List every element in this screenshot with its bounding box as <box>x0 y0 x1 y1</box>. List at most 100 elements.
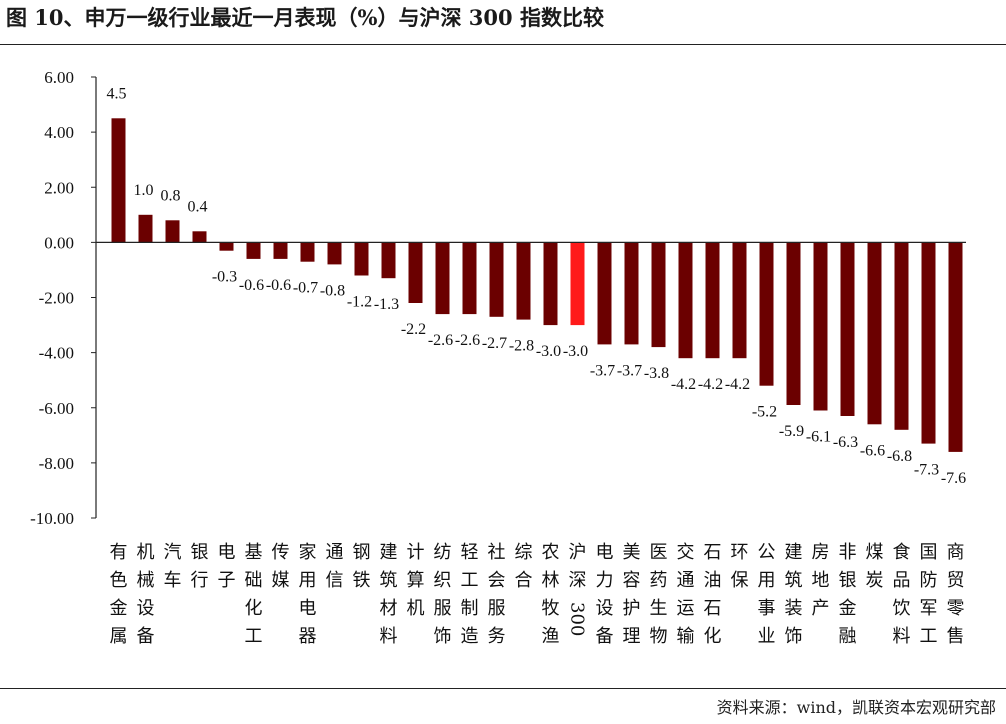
category-label-char: 筑 <box>380 570 398 591</box>
category-label-char: 铁 <box>353 570 371 591</box>
category-label-char: 售 <box>947 626 965 647</box>
category-label-char: 保 <box>731 570 749 591</box>
category-label: 计算机 <box>407 542 425 619</box>
category-label: 通信 <box>326 542 344 591</box>
bar <box>327 242 342 265</box>
data-label: -3.8 <box>644 365 669 382</box>
category-label-char: 础 <box>245 570 263 591</box>
category-label-char: 筑 <box>785 570 803 591</box>
bar <box>840 242 855 416</box>
category-label: 银行 <box>191 542 209 591</box>
data-label: -6.3 <box>833 434 858 451</box>
category-label-char: 设 <box>137 598 155 619</box>
category-label-char: 化 <box>245 598 263 619</box>
bar <box>678 242 693 359</box>
data-label: -3.7 <box>617 362 642 379</box>
category-label: 综合 <box>515 542 533 591</box>
bar <box>381 242 396 279</box>
category-label: 沪深 300 <box>567 542 588 636</box>
y-tick-label: -4.00 <box>39 344 74 363</box>
category-label-char: 轻 <box>461 542 479 563</box>
category-label-char: 器 <box>299 626 317 647</box>
category-label-char: 造 <box>461 626 479 647</box>
category-label-char: 医 <box>650 542 668 563</box>
category-label-char: 工 <box>245 626 263 647</box>
data-label: -4.2 <box>698 376 723 393</box>
category-label-char: 合 <box>515 570 533 591</box>
category-label-char: 化 <box>704 626 722 647</box>
category-label-char: 行 <box>191 570 209 591</box>
data-label: -1.3 <box>374 296 399 313</box>
category-label-char: 金 <box>839 598 857 619</box>
category-label-char: 家 <box>299 542 317 563</box>
y-tick-label: -10.00 <box>30 509 74 528</box>
category-label-char: 银 <box>839 570 857 591</box>
data-label: -4.2 <box>671 376 696 393</box>
category-label-char: 生 <box>650 598 668 619</box>
category-label-char: 牧 <box>542 598 560 619</box>
category-label-char: 农 <box>542 542 560 563</box>
bar <box>786 242 801 405</box>
data-label: -5.9 <box>779 423 804 440</box>
bar <box>165 220 180 243</box>
category-label-char: 信 <box>326 570 344 591</box>
data-label: -3.0 <box>563 343 588 360</box>
data-label: 1.0 <box>134 182 154 199</box>
data-label: -4.2 <box>725 376 750 393</box>
y-tick-label: -2.00 <box>39 289 74 308</box>
data-label: -3.0 <box>536 343 561 360</box>
category-label-char: 有 <box>110 542 128 563</box>
category-label-char: 机 <box>137 542 155 563</box>
category-label-char: 通 <box>326 542 344 563</box>
bar <box>300 242 315 262</box>
category-label: 钢铁 <box>353 542 371 591</box>
category-label-char: 工 <box>461 570 479 591</box>
category-labels: 有色金属机械设备汽车银行电子基础化工传媒家用电器通信钢铁建筑材料计算机纺织服饰轻… <box>110 542 965 647</box>
bar <box>921 242 936 444</box>
bar <box>489 242 504 317</box>
category-label-char: 沪 <box>569 542 587 563</box>
y-axis: 6.00 4.00 2.00 0.00 -2.00 -4.00 -6.00 -8.00 -10.… <box>30 68 97 528</box>
data-label: -2.7 <box>482 335 507 352</box>
category-label-char: 饮 <box>893 598 911 619</box>
category-label-char: 金 <box>110 598 128 619</box>
data-label: -6.8 <box>887 448 912 465</box>
bar <box>624 242 639 345</box>
category-label: 传媒 <box>272 542 290 591</box>
category-label-char: 军 <box>920 598 938 619</box>
category-label-char: 服 <box>434 598 452 619</box>
category-label-char: 材 <box>380 598 398 619</box>
bar <box>948 242 963 452</box>
category-label-char: 建 <box>380 542 398 563</box>
category-label-char: 业 <box>758 626 776 647</box>
y-tick-label: 4.00 <box>44 123 74 142</box>
data-label: -3.7 <box>590 362 615 379</box>
y-tick-label: 0.00 <box>44 233 74 252</box>
bar <box>246 242 261 259</box>
category-label-char: 汽 <box>164 542 182 563</box>
data-label: -1.2 <box>347 294 372 311</box>
category-label-char: 深 <box>569 570 587 591</box>
category-label-char: 容 <box>623 570 641 591</box>
data-label: 0.4 <box>188 198 208 215</box>
data-label: -0.3 <box>212 269 237 286</box>
data-label: 0.8 <box>161 187 181 204</box>
category-label-char: 媒 <box>272 570 290 591</box>
figure-title: 图 10、申万一级行业最近一月表现（%）与沪深 300 指数比较 <box>6 5 604 30</box>
category-label-char: 公 <box>758 542 776 563</box>
category-label-char: 产 <box>812 598 830 619</box>
category-label-char: 品 <box>893 570 911 591</box>
data-label: -7.6 <box>941 470 966 487</box>
data-label: -6.1 <box>806 429 831 446</box>
